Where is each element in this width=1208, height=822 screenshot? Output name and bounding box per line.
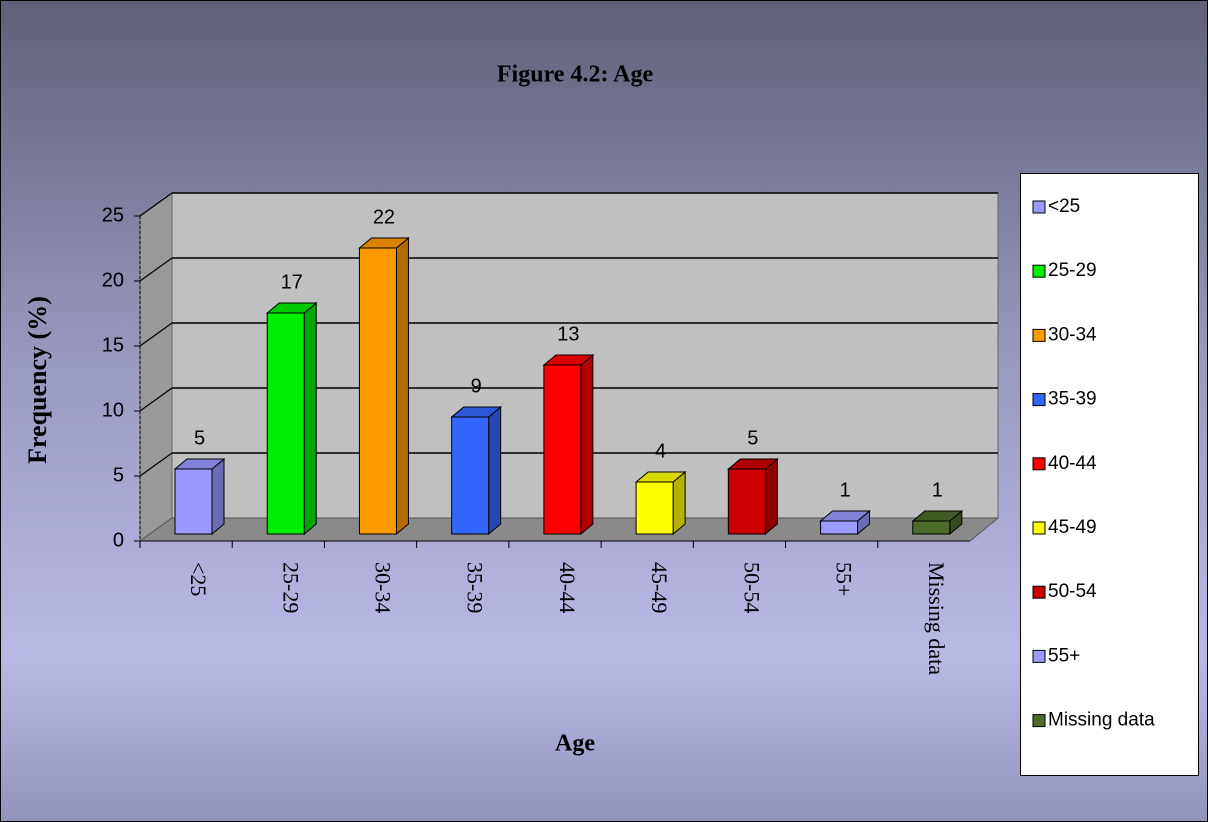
legend-label: Missing data: [1048, 710, 1155, 731]
bar: [451, 416, 490, 535]
bar: [543, 364, 582, 535]
value-label: 4: [655, 440, 666, 462]
bar-side: [764, 457, 778, 536]
legend-swatch: [1032, 264, 1046, 278]
legend-swatch: [1032, 200, 1046, 214]
legend-label: 55+: [1048, 645, 1080, 666]
bar: [266, 312, 305, 535]
legend-label: 30-34: [1048, 324, 1097, 345]
bar: [635, 481, 674, 535]
value-label: 9: [471, 375, 482, 397]
bar-side: [303, 301, 317, 536]
legend-label: 35-39: [1048, 389, 1097, 410]
legend-label: <25: [1048, 196, 1080, 217]
y-tick-label: 5: [113, 464, 124, 486]
side-wall: [139, 192, 173, 542]
bar: [912, 520, 951, 535]
bar: [174, 468, 213, 535]
legend-swatch: [1032, 521, 1046, 535]
legend-label: 40-44: [1048, 453, 1097, 474]
legend-swatch: [1032, 457, 1046, 471]
grid-line: [139, 192, 173, 217]
value-label: 5: [194, 427, 205, 449]
legend-swatch: [1032, 649, 1046, 663]
y-tick-label: 20: [102, 269, 124, 291]
x-tick-label: 35-39: [463, 562, 488, 613]
y-tick-label: 0: [113, 529, 124, 551]
value-label: 17: [281, 271, 303, 293]
y-tick-label: 15: [102, 334, 124, 356]
x-tick-label: 45-49: [647, 562, 672, 613]
legend-label: 45-49: [1048, 517, 1097, 538]
x-tick-label: <25: [186, 562, 211, 596]
bar-side: [672, 470, 686, 536]
legend-label: 25-29: [1048, 260, 1097, 281]
bar: [358, 247, 397, 535]
chart-title: Figure 4.2: Age: [497, 62, 654, 88]
grid-line: [139, 387, 173, 412]
value-label: 5: [747, 427, 758, 449]
value-label: 1: [932, 479, 943, 501]
bar: [727, 468, 766, 535]
grid-line: [139, 322, 173, 347]
bar: [820, 520, 859, 535]
legend-swatch: [1032, 714, 1046, 728]
bar-side: [488, 405, 502, 536]
value-label: 1: [839, 479, 850, 501]
bar-side: [211, 457, 225, 536]
x-tick-label: 50-54: [739, 562, 764, 613]
value-label: 22: [373, 206, 395, 228]
y-tick-label: 10: [102, 399, 124, 421]
bar-side: [395, 236, 409, 536]
x-axis-label: Age: [555, 731, 595, 757]
x-tick-label: 40-44: [555, 562, 580, 613]
grid-line: [139, 452, 173, 477]
x-tick-label: 25-29: [278, 562, 303, 613]
value-label: 13: [557, 323, 579, 345]
bar-side: [580, 353, 594, 536]
y-tick-label: 25: [102, 204, 124, 226]
x-tick-label: Missing data: [924, 562, 949, 675]
legend-swatch: [1032, 328, 1046, 342]
x-tick-label: 30-34: [371, 562, 396, 613]
grid-line: [139, 257, 173, 282]
legend-label: 50-54: [1048, 581, 1097, 602]
legend: [1020, 173, 1199, 776]
y-axis-label: Frequency (%): [23, 296, 52, 464]
legend-swatch: [1032, 585, 1046, 599]
x-tick-label: 55+: [832, 562, 857, 596]
legend-swatch: [1032, 393, 1046, 407]
